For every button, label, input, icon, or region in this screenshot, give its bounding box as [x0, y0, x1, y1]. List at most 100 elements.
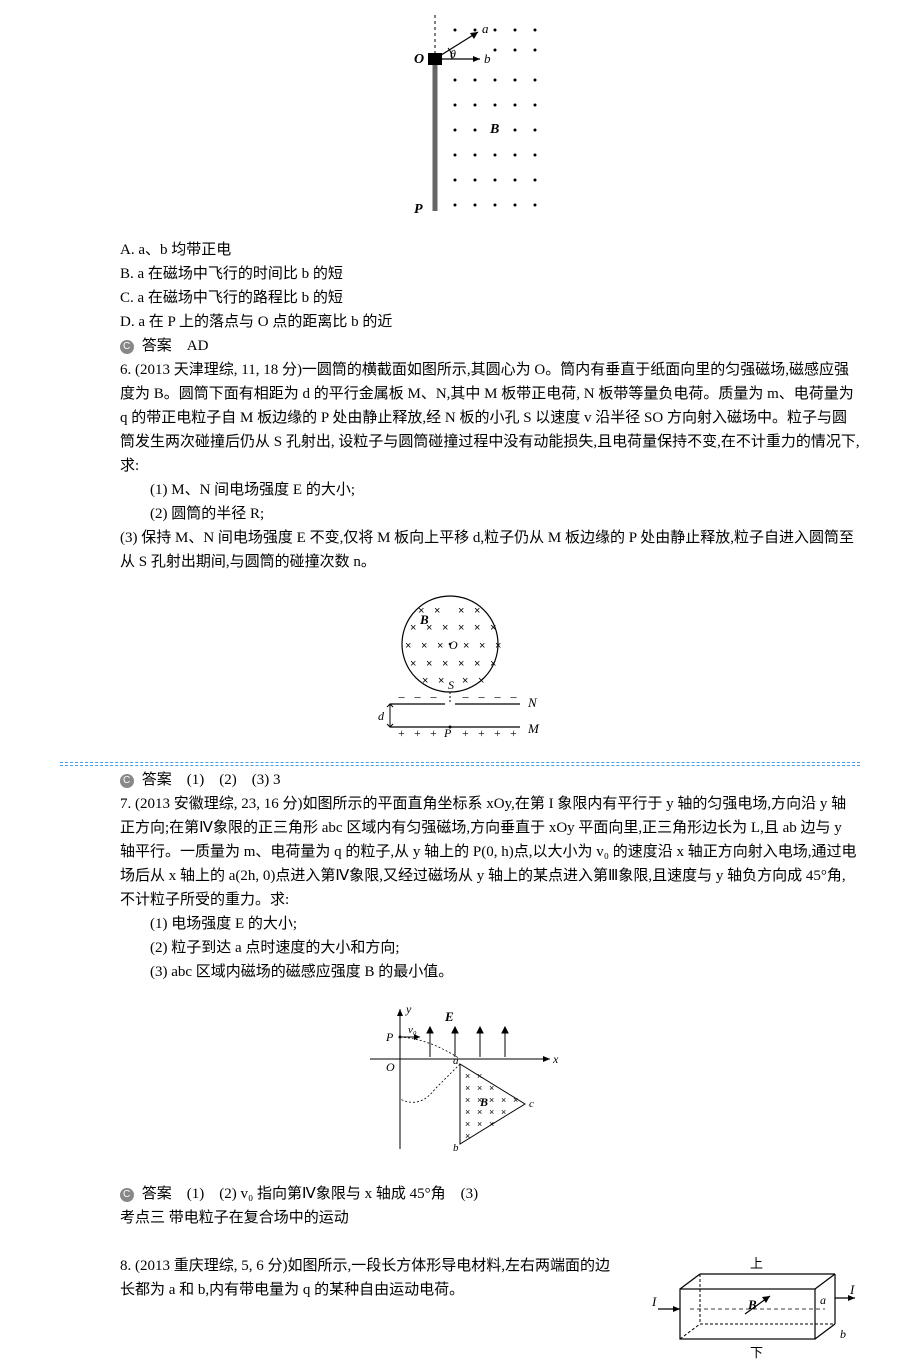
- fig1-O: O: [414, 52, 424, 67]
- svg-text:×: ×: [442, 622, 448, 634]
- fig4-top: 上: [750, 1256, 763, 1271]
- fig1-a-label: a: [482, 21, 489, 36]
- fig2-N: N: [527, 695, 538, 710]
- svg-text:×: ×: [421, 640, 427, 652]
- answer-icon: [120, 1188, 134, 1202]
- svg-text:×: ×: [465, 1095, 470, 1105]
- fig1-dots: [454, 29, 537, 207]
- svg-text:+: +: [494, 726, 501, 739]
- svg-text:×: ×: [437, 640, 443, 652]
- fig3-x: x: [552, 1052, 559, 1066]
- svg-text:×: ×: [458, 622, 464, 634]
- svg-text:×: ×: [463, 640, 469, 652]
- fig4-B: B: [747, 1297, 757, 1312]
- fig3-O: O: [386, 1060, 395, 1074]
- figure-cylinder: ×××× ×××××× ×××××× ×××××× ×××× B O S −−−…: [60, 589, 860, 747]
- fig3-E: E: [444, 1009, 454, 1024]
- answer-icon: [120, 340, 134, 354]
- q6-header: 6. (2013 天津理综, 11, 18 分)一圆筒的横截面如图所示,其圆心为…: [120, 358, 860, 478]
- fig3-c: c: [529, 1098, 534, 1110]
- q7-p1: (1) 电场强度 E 的大小;: [120, 912, 860, 936]
- svg-text:×: ×: [410, 658, 416, 670]
- q8-text: 8. (2013 重庆理综, 5, 6 分)如图所示,一段长方体形导电材料,左右…: [120, 1254, 620, 1302]
- answer-value: AD: [187, 338, 209, 354]
- svg-text:−: −: [462, 690, 469, 705]
- svg-text:×: ×: [474, 658, 480, 670]
- answer7-p3: (3): [461, 1186, 479, 1202]
- answer6-p1: (1): [187, 772, 205, 788]
- svg-text:×: ×: [477, 1119, 482, 1129]
- fig3-B: B: [479, 1095, 488, 1109]
- fig4-bottom: 下: [750, 1345, 763, 1360]
- figure-magnetic-pole: a θ b O P B: [60, 15, 860, 223]
- fig3-svg: y x E P v₀ O a b c ×× ××× ××××× ×××× ×××: [350, 999, 570, 1159]
- q6-p3: (3) 保持 M、N 间电场强度 E 不变,仅将 M 板向上平移 d,粒子仍从 …: [120, 526, 860, 574]
- svg-text:×: ×: [479, 640, 485, 652]
- svg-text:−: −: [478, 690, 485, 705]
- svg-text:×: ×: [490, 658, 496, 670]
- q6-p1: (1) M、N 间电场强度 E 的大小;: [120, 478, 860, 502]
- fig3-v0: v₀: [408, 1024, 417, 1036]
- q6-p2: (2) 圆筒的半径 R;: [120, 502, 860, 526]
- figure-coord-system: y x E P v₀ O a b c ×× ××× ××××× ×××× ×××: [60, 999, 860, 1167]
- svg-text:×: ×: [462, 675, 468, 687]
- svg-text:×: ×: [465, 1083, 470, 1093]
- svg-text:×: ×: [442, 658, 448, 670]
- svg-text:×: ×: [489, 1083, 494, 1093]
- svg-text:×: ×: [501, 1107, 506, 1117]
- fig2-B: B: [419, 612, 429, 627]
- figure-conductor: I I B 上 下 a b: [650, 1254, 860, 1364]
- fig2-M: M: [527, 721, 540, 736]
- option-A: A. a、b 均带正电: [120, 238, 860, 262]
- fig3-y: y: [405, 1002, 412, 1016]
- svg-text:×: ×: [426, 658, 432, 670]
- svg-text:×: ×: [474, 622, 480, 634]
- fig1-B: B: [489, 122, 499, 137]
- svg-text:−: −: [414, 690, 421, 705]
- answer7-p1: (1): [187, 1186, 205, 1202]
- svg-text:×: ×: [477, 1071, 482, 1081]
- svg-text:×: ×: [495, 640, 501, 652]
- svg-text:+: +: [430, 726, 437, 739]
- fig4-b: b: [840, 1327, 846, 1341]
- svg-text:×: ×: [474, 605, 480, 617]
- svg-text:×: ×: [490, 622, 496, 634]
- svg-text:−: −: [494, 690, 501, 705]
- topic-three: 考点三 带电粒子在复合场中的运动: [120, 1206, 860, 1230]
- q7-header: 7. (2013 安徽理综, 23, 16 分)如图所示的平面直角坐标系 xOy…: [120, 792, 860, 912]
- option-C: C. a 在磁场中飞行的路程比 b 的短: [120, 286, 860, 310]
- answer6-p2: (2): [219, 772, 237, 788]
- svg-text:×: ×: [478, 675, 484, 687]
- svg-text:+: +: [462, 726, 469, 739]
- svg-text:+: +: [414, 726, 421, 739]
- svg-text:×: ×: [489, 1119, 494, 1129]
- fig4-I-right: I: [849, 1282, 855, 1297]
- svg-text:×: ×: [465, 1119, 470, 1129]
- answer-label: 答案: [142, 338, 172, 354]
- svg-text:+: +: [510, 726, 517, 739]
- fig3-P: P: [385, 1030, 394, 1044]
- answer6-p3: (3) 3: [252, 772, 281, 788]
- answer6-label: 答案: [142, 772, 172, 788]
- svg-text:×: ×: [465, 1131, 470, 1141]
- svg-text:+: +: [398, 726, 405, 739]
- svg-text:×: ×: [422, 675, 428, 687]
- q7-p3: (3) abc 区域内磁场的磁感应强度 B 的最小值。: [120, 960, 860, 984]
- svg-text:×: ×: [489, 1107, 494, 1117]
- answer7-p2: (2) v₀ 指向第Ⅳ象限与 x 轴成 45°角: [219, 1186, 445, 1202]
- svg-text:×: ×: [438, 675, 444, 687]
- svg-text:×: ×: [465, 1071, 470, 1081]
- fig1-P: P: [414, 202, 423, 215]
- option-D: D. a 在 P 上的落点与 O 点的距离比 b 的近: [120, 310, 860, 334]
- answer7-label: 答案: [142, 1186, 172, 1202]
- fig2-d: d: [378, 709, 385, 723]
- svg-text:×: ×: [458, 605, 464, 617]
- svg-text:×: ×: [410, 622, 416, 634]
- svg-text:×: ×: [477, 1083, 482, 1093]
- wave-divider-2: [60, 765, 860, 766]
- svg-text:+: +: [478, 726, 485, 739]
- fig1-b-label: b: [484, 51, 491, 66]
- answer-icon: [120, 774, 134, 788]
- svg-text:×: ×: [405, 640, 411, 652]
- svg-text:−: −: [430, 690, 437, 705]
